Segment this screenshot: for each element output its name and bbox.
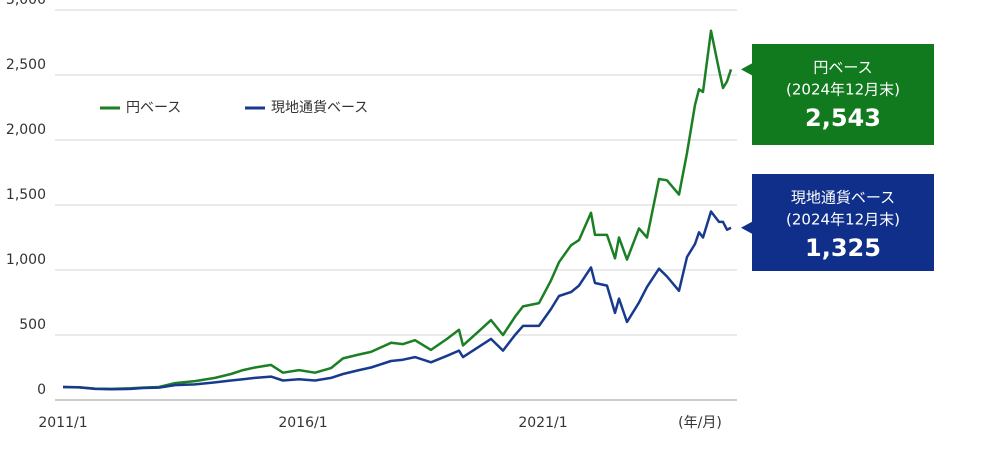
y-tick-label: 1,000 [6,252,46,268]
x-tick-label: 2011/1 [38,415,87,431]
callout-date: (2024年12月末) [786,81,900,99]
y-tick-label: 1,500 [6,187,46,203]
callout-value: 1,325 [805,234,881,262]
callout: 円ベース (2024年12月末) 2,543 [741,44,934,145]
x-unit-label: (年/月) [678,415,722,431]
series-line [62,210,732,391]
callout-value: 2,543 [805,104,881,132]
callout-name: 円ベース [813,59,872,77]
y-tick-label: 2,500 [6,57,46,73]
callout: 現地通貨ベース (2024年12月末) 1,325 [741,174,934,271]
y-tick-label: 3,000 [6,0,46,8]
y-tick-label: 2,000 [6,122,46,138]
legend-item: 現地通貨ベース [245,99,368,116]
y-tick-label: 500 [19,317,46,333]
legend-label: 現地通貨ベース [271,99,368,116]
legend-item: 円ベース [100,100,181,116]
y-tick-label: 0 [37,382,46,398]
x-tick-label: 2016/1 [278,415,327,431]
callout-pointer [741,221,752,234]
callout-pointer [741,63,752,76]
callout-box [752,174,934,271]
legend-label: 円ベース [126,100,181,116]
callout-box [752,44,934,145]
callout-date: (2024年12月末) [786,211,900,229]
callout-name: 現地通貨ベース [791,189,895,207]
series-line [62,29,733,391]
x-tick-label: 2021/1 [518,415,567,431]
